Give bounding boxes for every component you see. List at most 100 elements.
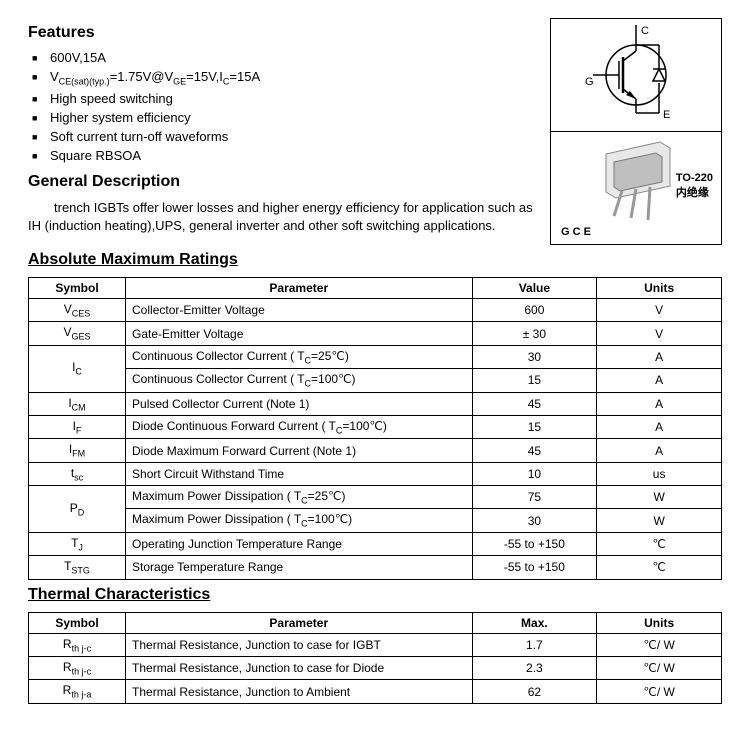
col-parameter: Parameter xyxy=(126,612,473,633)
cell-symbol: VCES xyxy=(29,298,126,321)
absolute-max-table: Symbol Parameter Value Units VCESCollect… xyxy=(28,277,722,580)
cell-parameter: Thermal Resistance, Junction to case for… xyxy=(126,657,473,680)
cell-symbol: VGES xyxy=(29,322,126,345)
cell-units: ℃/ W xyxy=(597,680,722,703)
cell-units: ℃ xyxy=(597,532,722,555)
cell-parameter: Diode Maximum Forward Current (Note 1) xyxy=(126,439,473,462)
package-sub-label: 内绝缘 xyxy=(676,184,713,200)
cell-units: V xyxy=(597,322,722,345)
cell-parameter: Maximum Power Dissipation ( TC=25℃) xyxy=(126,486,473,509)
cell-symbol: ICM xyxy=(29,392,126,415)
cell-parameter: Operating Junction Temperature Range xyxy=(126,532,473,555)
col-units: Units xyxy=(597,612,722,633)
cell-value: 62 xyxy=(472,680,597,703)
cell-symbol: TSTG xyxy=(29,556,126,579)
cell-parameter: Diode Continuous Forward Current ( TC=10… xyxy=(126,415,473,438)
table-row: TJOperating Junction Temperature Range-5… xyxy=(29,532,722,555)
table-row: ICMPulsed Collector Current (Note 1)45A xyxy=(29,392,722,415)
cell-symbol: tsc xyxy=(29,462,126,485)
col-max: Max. xyxy=(472,612,597,633)
absolute-max-heading: Absolute Maximum Ratings xyxy=(28,251,722,269)
col-value: Value xyxy=(472,277,597,298)
terminal-g-label: G xyxy=(585,76,594,88)
cell-parameter: Pulsed Collector Current (Note 1) xyxy=(126,392,473,415)
terminal-c-label: C xyxy=(641,25,649,37)
feature-item: Higher system efficiency xyxy=(50,110,536,125)
cell-parameter: Maximum Power Dissipation ( TC=100℃) xyxy=(126,509,473,532)
table-row: IFMDiode Maximum Forward Current (Note 1… xyxy=(29,439,722,462)
col-symbol: Symbol xyxy=(29,612,126,633)
table-row: tscShort Circuit Withstand Time10us xyxy=(29,462,722,485)
cell-symbol: TJ xyxy=(29,532,126,555)
feature-item: VCE(sat)(typ.)=1.75V@VGE=15V,IC=15A xyxy=(50,69,536,87)
table-row: VCESCollector-Emitter Voltage600V xyxy=(29,298,722,321)
cell-units: W xyxy=(597,509,722,532)
table-row: IFDiode Continuous Forward Current ( TC=… xyxy=(29,415,722,438)
table-row: PDMaximum Power Dissipation ( TC=25℃)75W xyxy=(29,486,722,509)
cell-value: 45 xyxy=(472,439,597,462)
cell-parameter: Collector-Emitter Voltage xyxy=(126,298,473,321)
cell-symbol: IC xyxy=(29,345,126,392)
cell-symbol: IFM xyxy=(29,439,126,462)
igbt-symbol-diagram: C G E xyxy=(551,19,721,132)
cell-parameter: Short Circuit Withstand Time xyxy=(126,462,473,485)
cell-parameter: Continuous Collector Current ( TC=100℃) xyxy=(126,369,473,392)
cell-units: ℃ xyxy=(597,556,722,579)
cell-units: ℃/ W xyxy=(597,657,722,680)
cell-symbol: Rth j-c xyxy=(29,657,126,680)
cell-symbol: PD xyxy=(29,486,126,533)
cell-value: 30 xyxy=(472,345,597,368)
table-row: TSTGStorage Temperature Range-55 to +150… xyxy=(29,556,722,579)
cell-parameter: Thermal Resistance, Junction to case for… xyxy=(126,633,473,656)
thermal-heading: Thermal Characteristics xyxy=(28,586,722,604)
cell-symbol: Rth j-c xyxy=(29,633,126,656)
cell-value: 2.3 xyxy=(472,657,597,680)
cell-units: ℃/ W xyxy=(597,633,722,656)
general-description-body: trench IGBTs offer lower losses and high… xyxy=(28,199,536,235)
cell-units: V xyxy=(597,298,722,321)
features-heading: Features xyxy=(28,24,536,42)
cell-units: A xyxy=(597,439,722,462)
cell-value: 15 xyxy=(472,415,597,438)
cell-value: -55 to +150 xyxy=(472,556,597,579)
feature-item: Soft current turn-off waveforms xyxy=(50,129,536,144)
cell-units: A xyxy=(597,369,722,392)
cell-value: -55 to +150 xyxy=(472,532,597,555)
cell-parameter: Thermal Resistance, Junction to Ambient xyxy=(126,680,473,703)
cell-value: ± 30 xyxy=(472,322,597,345)
cell-value: 10 xyxy=(472,462,597,485)
table-row: ICContinuous Collector Current ( TC=25℃)… xyxy=(29,345,722,368)
col-symbol: Symbol xyxy=(29,277,126,298)
cell-units: us xyxy=(597,462,722,485)
cell-symbol: IF xyxy=(29,415,126,438)
cell-value: 15 xyxy=(472,369,597,392)
cell-parameter: Storage Temperature Range xyxy=(126,556,473,579)
general-description-heading: General Description xyxy=(28,173,536,191)
cell-units: A xyxy=(597,392,722,415)
package-pins-label: G C E xyxy=(561,226,591,238)
feature-item: 600V,15A xyxy=(50,50,536,65)
features-list: 600V,15A VCE(sat)(typ.)=1.75V@VGE=15V,IC… xyxy=(28,50,536,163)
cell-value: 600 xyxy=(472,298,597,321)
table-row: Rth j-aThermal Resistance, Junction to A… xyxy=(29,680,722,703)
cell-value: 1.7 xyxy=(472,633,597,656)
col-units: Units xyxy=(597,277,722,298)
thermal-table: Symbol Parameter Max. Units Rth j-cTherm… xyxy=(28,612,722,704)
cell-symbol: Rth j-a xyxy=(29,680,126,703)
table-row: Continuous Collector Current ( TC=100℃)1… xyxy=(29,369,722,392)
cell-parameter: Continuous Collector Current ( TC=25℃) xyxy=(126,345,473,368)
terminal-e-label: E xyxy=(663,109,670,121)
feature-item: Square RBSOA xyxy=(50,148,536,163)
package-name-label: TO-220 xyxy=(676,172,713,184)
table-row: Rth j-cThermal Resistance, Junction to c… xyxy=(29,633,722,656)
package-outline-diagram: G C E TO-220 内绝缘 xyxy=(551,132,721,244)
table-row: Rth j-cThermal Resistance, Junction to c… xyxy=(29,657,722,680)
cell-units: W xyxy=(597,486,722,509)
cell-value: 45 xyxy=(472,392,597,415)
cell-units: A xyxy=(597,345,722,368)
feature-item: High speed switching xyxy=(50,91,536,106)
col-parameter: Parameter xyxy=(126,277,473,298)
cell-value: 30 xyxy=(472,509,597,532)
table-row: Maximum Power Dissipation ( TC=100℃)30W xyxy=(29,509,722,532)
package-diagram-box: C G E G C E TO-220 内绝缘 xyxy=(550,18,722,245)
